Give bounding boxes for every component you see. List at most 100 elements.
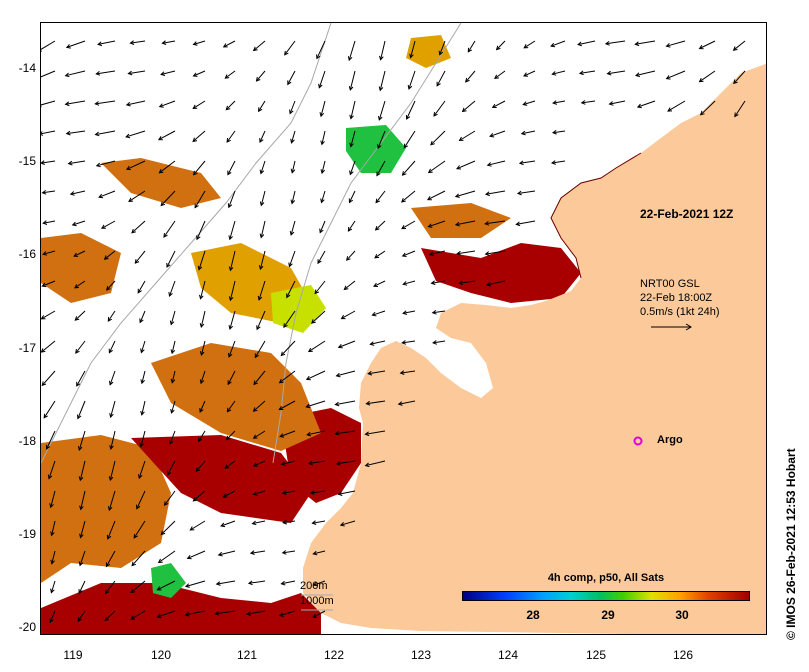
- current-vector: [348, 40, 356, 61]
- current-vector: [429, 250, 446, 256]
- current-vector-head: [305, 375, 311, 381]
- current-vector: [368, 370, 386, 375]
- current-vector: [66, 40, 86, 48]
- current-vector-head: [43, 413, 48, 419]
- current-vector: [455, 220, 476, 226]
- kimberley-coast: [550, 152, 642, 279]
- current-vector-head: [515, 221, 521, 227]
- current-vector-head: [71, 221, 77, 227]
- sst-map[interactable]: [40, 22, 767, 635]
- current-vector-head: [257, 295, 263, 301]
- current-vector-head: [101, 224, 106, 229]
- current-vector: [487, 160, 506, 166]
- current-vector-head: [456, 250, 462, 256]
- current-vector-head: [282, 519, 288, 525]
- current-vector: [402, 250, 416, 257]
- current-vector: [158, 550, 176, 563]
- current-vector: [226, 130, 236, 143]
- current-vector-head: [41, 282, 47, 288]
- current-vector-head: [192, 496, 198, 502]
- current-vector: [349, 160, 356, 175]
- current-vector: [141, 400, 146, 415]
- current-vector-head: [307, 347, 313, 353]
- current-vector: [283, 520, 296, 524]
- current-vector: [457, 250, 476, 255]
- current-vector-head: [280, 461, 286, 466]
- current-vector-head: [199, 350, 205, 357]
- current-vector: [41, 340, 56, 353]
- current-vector: [220, 520, 236, 527]
- current-vector-head: [280, 351, 286, 357]
- current-vector: [130, 40, 146, 44]
- current-vector-head: [520, 130, 526, 136]
- current-vector: [95, 100, 116, 105]
- current-vector-head: [426, 196, 432, 201]
- current-vector-head: [138, 474, 143, 480]
- current-vector: [313, 580, 326, 586]
- current-vector: [550, 40, 566, 47]
- current-vector-head: [309, 490, 315, 495]
- current-vector-head: [347, 56, 353, 62]
- current-vector-head: [50, 588, 55, 594]
- current-vector: [428, 160, 446, 173]
- current-vector-head: [108, 476, 114, 482]
- current-vector: [108, 490, 116, 511]
- y-tick: -14: [18, 61, 36, 75]
- current-vector-head: [74, 316, 80, 321]
- current-vector-head: [75, 348, 80, 354]
- current-vector: [160, 190, 176, 206]
- current-vector-head: [484, 191, 490, 197]
- current-vector: [279, 610, 296, 617]
- current-vector: [41, 40, 56, 50]
- current-vector-head: [215, 581, 221, 586]
- current-vector: [193, 490, 206, 502]
- current-vector-head: [157, 558, 163, 564]
- current-vector: [41, 70, 56, 78]
- current-vector: [253, 490, 266, 495]
- current-vector: [321, 130, 326, 145]
- current-vector-head: [606, 70, 612, 76]
- current-vector-head: [168, 292, 173, 297]
- current-vector: [106, 280, 116, 291]
- current-vector-head: [133, 533, 138, 539]
- sst-patch-west-orange: [41, 233, 121, 303]
- current-vector: [194, 190, 206, 208]
- current-vector-head: [163, 501, 169, 507]
- current-vector: [193, 70, 206, 77]
- current-vector: [253, 40, 266, 51]
- current-vector-head: [217, 551, 223, 557]
- current-vector-head: [186, 554, 192, 560]
- current-vector: [98, 40, 116, 45]
- current-vector: [374, 250, 386, 259]
- current-vector-head: [604, 41, 610, 46]
- current-vector: [519, 160, 536, 164]
- current-vector-head: [438, 50, 444, 56]
- current-vector: [492, 100, 506, 108]
- current-vector-head: [551, 71, 557, 76]
- current-vector-head: [105, 285, 111, 291]
- current-vector: [108, 340, 116, 353]
- current-vector-head: [184, 611, 190, 617]
- current-vector: [341, 310, 356, 320]
- sst-patches: [41, 35, 581, 634]
- current-vector: [158, 130, 176, 141]
- current-vector-head: [225, 105, 231, 111]
- current-vector-head: [698, 44, 704, 50]
- current-vector: [157, 610, 176, 618]
- current-vector-head: [734, 112, 739, 118]
- current-vector: [700, 100, 716, 116]
- current-vector-head: [222, 493, 228, 498]
- current-vector: [462, 100, 476, 112]
- current-vector: [49, 610, 56, 623]
- current-vector-head: [128, 197, 134, 202]
- colorbar-tick: 30: [675, 608, 689, 622]
- current-time-label: 22-Feb 18:00Z: [640, 292, 713, 304]
- current-vector: [185, 610, 206, 616]
- current-vector: [223, 490, 236, 498]
- current-vector-head: [407, 84, 413, 90]
- current-vector: [459, 130, 476, 141]
- current-vector: [253, 430, 266, 439]
- current-vector: [215, 610, 236, 615]
- argo-marker[interactable]: [633, 436, 643, 446]
- current-vector: [171, 400, 176, 414]
